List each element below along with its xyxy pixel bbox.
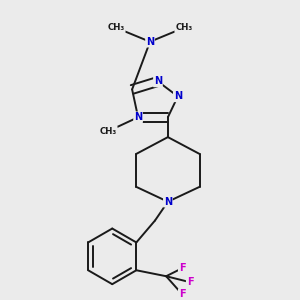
Text: CH₃: CH₃ bbox=[108, 23, 125, 32]
Text: N: N bbox=[164, 197, 172, 207]
Text: N: N bbox=[146, 37, 154, 47]
Text: F: F bbox=[179, 263, 185, 273]
Text: CH₃: CH₃ bbox=[175, 23, 192, 32]
Text: N: N bbox=[174, 92, 182, 101]
Text: F: F bbox=[179, 289, 185, 299]
Text: F: F bbox=[187, 277, 193, 287]
Text: N: N bbox=[154, 76, 162, 86]
Text: CH₃: CH₃ bbox=[100, 127, 117, 136]
Text: N: N bbox=[134, 112, 142, 122]
